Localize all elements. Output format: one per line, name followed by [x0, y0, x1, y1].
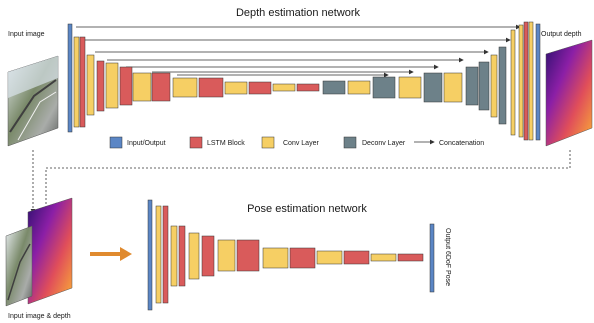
pose-layer-lstm	[178, 225, 186, 287]
depth-layer-conv	[398, 76, 422, 99]
depth-layer-deconv	[372, 76, 396, 99]
depth-layer-deconv	[423, 72, 443, 103]
pose-network-title: Pose estimation network	[247, 203, 367, 215]
depth-layer-deconv	[322, 80, 346, 95]
pose-network-layers	[147, 199, 435, 311]
pose-layer-conv	[170, 225, 178, 287]
pose-layer-conv	[316, 250, 343, 265]
pose-output-label: Output 6DoF Pose	[444, 228, 451, 286]
depth-layer-conv	[443, 72, 463, 103]
depth-input-image	[7, 55, 59, 147]
pose-input-arrow	[90, 247, 132, 261]
pose-layer-conv	[155, 205, 162, 304]
pose-layer-lstm	[236, 239, 260, 272]
depth-network-layers	[67, 21, 541, 141]
depth-layer-deconv	[478, 61, 490, 111]
legend: Input/Output LSTM Block Conv Layer Decon…	[109, 136, 484, 149]
legend-label-concat: Concatenation	[439, 140, 484, 147]
depth-layer-conv	[86, 54, 95, 116]
pose-layer-io-out	[429, 223, 435, 293]
depth-output-image	[545, 39, 593, 147]
depth-network-title: Depth estimation network	[236, 7, 361, 19]
pose-layer-conv	[370, 253, 397, 262]
legend-swatch-conv	[261, 136, 275, 149]
depth-output-label: Output depth	[541, 31, 582, 38]
pose-layer-lstm	[343, 250, 370, 265]
depth-layer-conv	[528, 21, 534, 141]
depth-layer-conv	[224, 81, 248, 95]
pose-layer-conv	[188, 232, 200, 280]
pose-layer-lstm	[201, 235, 215, 277]
pose-layer-io-in	[147, 199, 153, 311]
depth-layer-lstm	[119, 66, 133, 106]
depth-layer-conv	[172, 77, 198, 98]
depth-layer-lstm	[248, 81, 272, 95]
legend-swatch-deconv	[343, 136, 357, 149]
depth-layer-lstm	[523, 21, 529, 141]
depth-layer-conv	[490, 54, 498, 118]
pose-layer-lstm	[397, 253, 424, 262]
depth-layer-lstm	[296, 83, 320, 92]
pose-input-label: Input image & depth	[8, 313, 71, 320]
pose-layer-conv	[217, 239, 236, 272]
pose-layer-lstm	[289, 247, 316, 269]
depth-layer-conv	[347, 80, 371, 95]
pose-layer-conv	[262, 247, 289, 269]
depth-layer-conv	[510, 29, 516, 136]
legend-swatch-io	[109, 136, 123, 149]
depth-layer-lstm	[96, 60, 105, 112]
depth-input-label: Input image	[8, 31, 45, 38]
legend-swatch-lstm	[189, 136, 203, 149]
dashed-connectors	[30, 150, 571, 214]
depth-layer-io-in	[67, 23, 73, 133]
legend-label-io: Input/Output	[127, 140, 166, 147]
depth-layer-deconv	[498, 46, 507, 125]
pose-input-images	[5, 197, 73, 307]
depth-layer-conv	[73, 36, 80, 128]
depth-layer-io-out	[535, 23, 541, 141]
depth-layer-conv	[132, 72, 152, 102]
depth-layer-lstm	[79, 36, 86, 128]
pose-layer-lstm	[162, 205, 169, 304]
depth-layer-lstm	[151, 72, 171, 102]
legend-label-deconv: Deconv Layer	[362, 140, 406, 147]
depth-layer-conv	[272, 83, 296, 92]
concatenation-lines	[76, 24, 521, 78]
depth-layer-deconv	[465, 66, 479, 106]
depth-layer-conv	[105, 62, 119, 109]
depth-layer-conv	[518, 24, 524, 138]
legend-label-lstm: LSTM Block	[207, 140, 245, 147]
depth-layer-lstm	[198, 77, 224, 98]
legend-label-conv: Conv Layer	[283, 140, 319, 147]
